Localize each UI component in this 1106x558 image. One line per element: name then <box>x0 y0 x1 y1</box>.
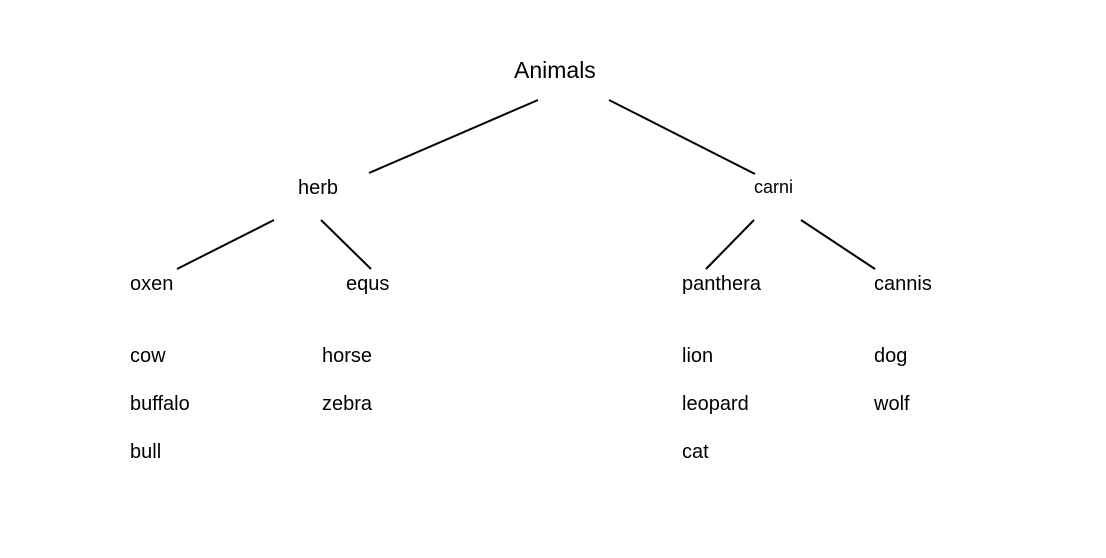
edge-animals-carni <box>608 99 756 175</box>
node-root: Animals <box>514 57 596 83</box>
member-buffalo: buffalo <box>130 393 190 415</box>
member-wolf: wolf <box>874 393 910 415</box>
node-oxen: oxen <box>130 273 174 295</box>
node-equs: equs <box>346 273 390 295</box>
member-cow: cow <box>130 345 166 367</box>
edge-carni-cannis <box>800 219 876 270</box>
member-zebra: zebra <box>322 393 373 415</box>
member-lion: lion <box>682 345 714 367</box>
node-cannis: cannis <box>874 273 932 295</box>
member-horse: horse <box>322 345 373 367</box>
node-carni: carni <box>754 177 794 197</box>
node-herb: herb <box>298 177 339 199</box>
member-dog: dog <box>874 345 908 367</box>
member-leopard: leopard <box>682 393 749 415</box>
edge-herb-equs <box>320 219 372 270</box>
member-bull: bull <box>130 441 162 463</box>
edge-carni-panthera <box>705 219 755 270</box>
member-cat: cat <box>682 441 709 463</box>
edge-herb-oxen <box>176 219 275 270</box>
node-panthera: panthera <box>682 273 761 295</box>
edge-animals-herb <box>368 99 539 174</box>
